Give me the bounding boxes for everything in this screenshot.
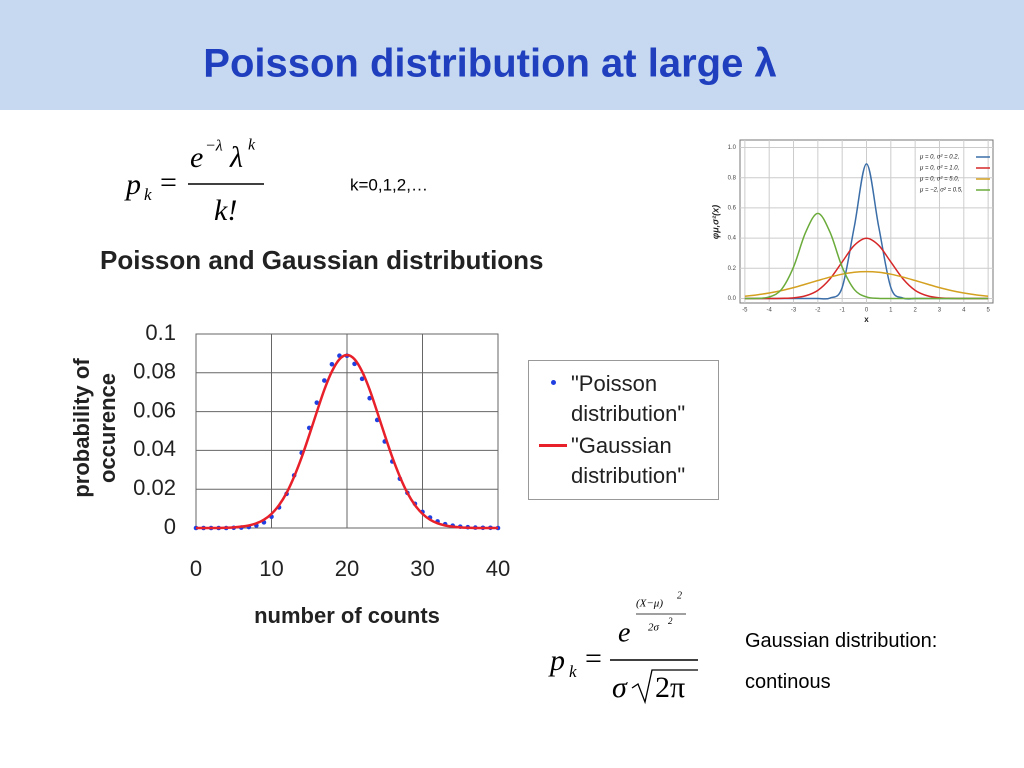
formula-sub: k: [569, 662, 577, 681]
y-axis-label: φμ,σ²(x): [710, 205, 720, 239]
caption-line: continous: [745, 671, 831, 693]
x-tick-label: 2: [913, 308, 917, 314]
caption-line: Gaussian distribution:: [745, 630, 938, 652]
y-tick-label: 0.02: [133, 475, 176, 500]
y-tick-label: 0: [164, 514, 176, 539]
x-tick-label: -5: [742, 308, 748, 314]
formula-root: 2π: [655, 671, 685, 704]
sqrt-sign: [631, 669, 698, 705]
data-point: [322, 378, 327, 383]
x-tick-label: 5: [986, 308, 990, 314]
formula-e: e: [190, 141, 203, 174]
y-tick-label: 0.4: [728, 236, 737, 242]
formula-den: k!: [214, 194, 237, 227]
legend-entry: "Poisson distribution": [537, 369, 710, 429]
data-point: [314, 400, 320, 405]
x-tick-label: 20: [335, 556, 359, 581]
x-tick-label: -3: [791, 308, 797, 314]
formula-sigma: σ: [612, 671, 628, 704]
y-tick-label: 0.8: [728, 175, 737, 181]
chart: 0.0 0.2 0.4 0.6 0.8 1.0 -5 -4 -3 -2 -1 0 1 2 3 4 5 x φμ,σ²…: [710, 139, 994, 324]
formula-eq: =: [160, 166, 177, 199]
slide-title: Poisson distribution at large λ: [203, 42, 776, 86]
x-tick-label: -1: [840, 308, 846, 314]
legend-line: [539, 444, 567, 447]
series-line: [744, 270, 989, 297]
data-point: [329, 361, 335, 367]
legend-key: [537, 369, 571, 395]
legend-label: "Gaussian distribution": [571, 433, 686, 488]
x-tick-label: 10: [259, 556, 283, 581]
x-tick-label: 1: [889, 308, 893, 314]
poisson-formula: p k = e −λ λ k k!: [124, 137, 264, 227]
x-axis-label: x: [864, 315, 869, 324]
formula-exp: −λ: [205, 138, 223, 155]
legend-label: "Poisson distribution": [571, 371, 686, 426]
series-line: [744, 212, 989, 300]
legend-marker: [551, 380, 556, 385]
formula-p: p: [548, 644, 565, 677]
y-tick-label: 0.04: [133, 436, 176, 461]
header-band: [0, 0, 1024, 110]
x-tick-label: 0: [190, 556, 202, 581]
legend-key: [537, 431, 571, 457]
data-point: [352, 361, 357, 367]
gaussian-formula: p k = e (X−μ) 2 2σ 2 σ 2π: [548, 590, 698, 705]
x-tick-label: 4: [962, 308, 966, 314]
formula-exp-num: (X−μ): [636, 598, 663, 610]
formula-lambda: λ: [229, 141, 243, 174]
formula-p: p: [124, 168, 141, 201]
x-tick-label: -4: [767, 308, 773, 314]
data-point: [359, 376, 365, 382]
chart: Poisson and Gaussian distributions 0 0.02 0…: [100, 245, 544, 628]
formula-e: e: [618, 617, 630, 648]
legend-label: μ = 0, σ² = 0.2,: [919, 155, 959, 161]
x-tick-label: 40: [486, 556, 510, 581]
y-tick-label: 0.0: [728, 296, 737, 302]
y-tick-label: 1.0: [728, 145, 737, 151]
x-axis-label: number of counts: [254, 603, 440, 628]
x-tick-label: 30: [410, 556, 434, 581]
y-tick-label: 0.2: [728, 266, 737, 272]
y-tick-label: 0.08: [133, 359, 176, 384]
y-tick-label: 0.6: [728, 205, 737, 211]
formula-exp-den-pow: 2: [668, 616, 673, 626]
y-tick-label: 0.1: [145, 320, 176, 345]
formula-exp-pow: 2: [677, 590, 682, 601]
legend-entry: "Gaussian distribution": [537, 431, 710, 491]
x-tick-label: 3: [938, 308, 942, 314]
k-range-note: k=0,1,2,…: [350, 175, 428, 194]
x-tick-label: -2: [815, 308, 821, 314]
legend-label: μ = 0, σ² = 1.0,: [919, 166, 959, 172]
formula-sub: k: [144, 185, 152, 204]
formula-exp-den: 2σ: [648, 622, 660, 634]
legend-label: μ = −2, σ² = 0.5,: [919, 188, 963, 194]
series-line: [196, 353, 498, 530]
formula-lambda-exp: k: [248, 137, 256, 154]
legend: "Poisson distribution" "Gaussian distribu…: [528, 360, 719, 500]
y-axis-label: probability of occurence: [69, 358, 120, 498]
chart-title: Poisson and Gaussian distributions: [100, 245, 544, 275]
x-tick-label: 0: [865, 308, 869, 314]
data-point: [367, 395, 372, 401]
y-tick-label: 0.06: [133, 397, 176, 422]
formula-eq: =: [585, 642, 602, 675]
legend-label: μ = 0, σ² = 5.0,: [919, 177, 959, 183]
